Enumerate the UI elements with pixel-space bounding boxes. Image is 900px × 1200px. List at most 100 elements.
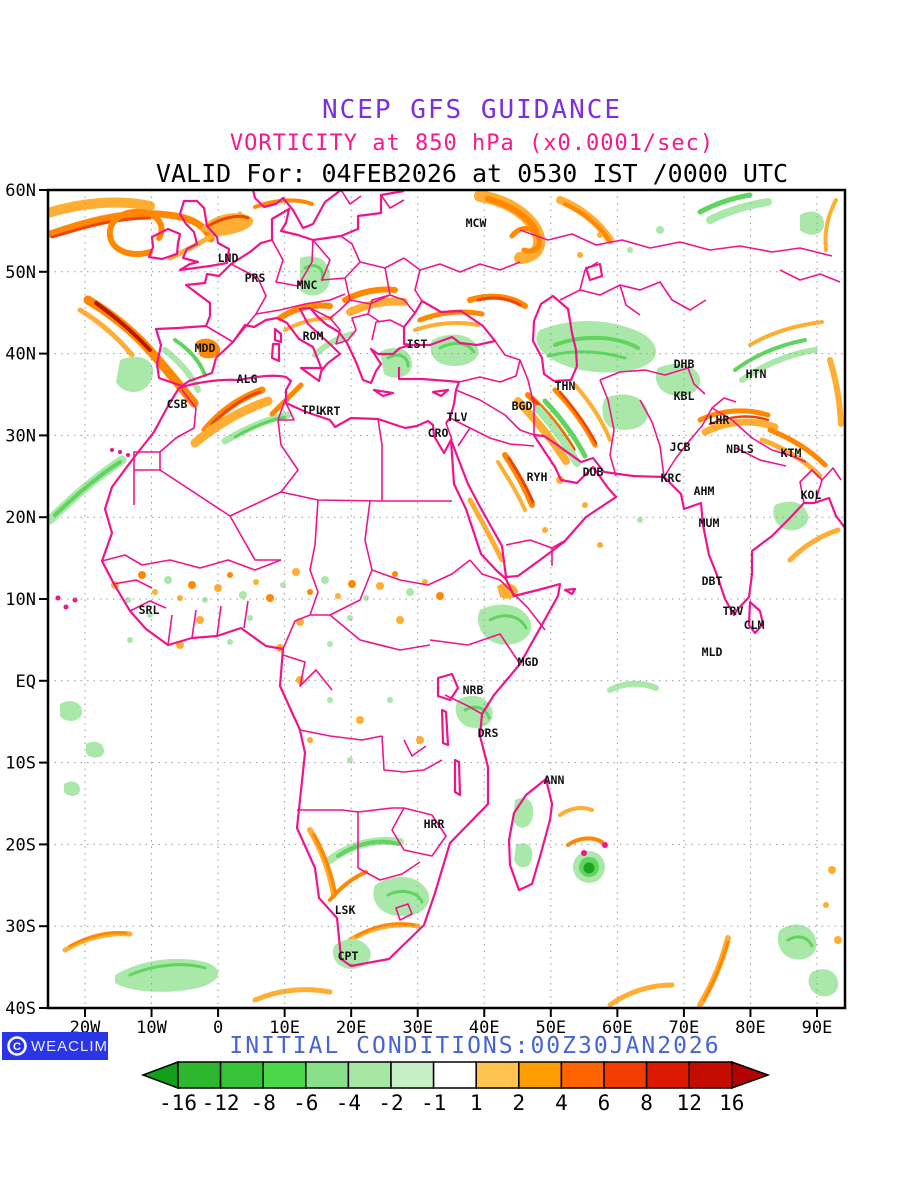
colorbar-segment — [262, 1061, 307, 1089]
vorticity-speck — [583, 862, 595, 874]
station-label: MLD — [702, 645, 723, 659]
vorticity-streak — [496, 460, 527, 512]
y-tick-label: 30S — [5, 917, 36, 937]
colorbar-segment — [305, 1061, 350, 1089]
country-border — [799, 469, 823, 504]
vorticity-streak — [50, 216, 152, 239]
vorticity-streak — [252, 987, 333, 1003]
colorbar-legend: -16 -12 -8 -6 -4 -2 -1 1 2 4 6 8 12 16 — [140, 1060, 771, 1115]
vorticity-streak — [607, 680, 659, 693]
vorticity-streak — [328, 870, 368, 902]
vorticity-speck — [436, 592, 444, 600]
coastline — [507, 777, 554, 892]
coastline — [440, 708, 450, 747]
country-border — [380, 194, 405, 209]
country-border — [371, 559, 471, 586]
country-border — [403, 739, 427, 757]
coastline — [100, 374, 562, 968]
vorticity-speck — [577, 252, 583, 258]
country-border — [445, 422, 453, 441]
station-label: KRT — [320, 404, 341, 418]
country-border — [663, 397, 737, 478]
station-label: KRC — [661, 471, 682, 485]
vorticity-streak — [94, 301, 152, 352]
country-border — [639, 399, 665, 478]
coastline — [154, 190, 405, 388]
country-borders-layer — [101, 190, 842, 921]
station-label: HRR — [424, 817, 445, 831]
vorticity-speck — [356, 716, 364, 724]
vorticity-streak — [485, 196, 539, 233]
country-border — [113, 579, 153, 589]
colorbar-value-label: 1 — [470, 1091, 483, 1115]
colorbar-segment — [347, 1061, 392, 1089]
vorticity-streak — [346, 297, 408, 316]
vorticity-streak — [800, 211, 824, 235]
vorticity-streak — [502, 452, 535, 508]
country-border — [310, 569, 373, 616]
colorbar-segment — [390, 1061, 435, 1089]
coastline — [397, 367, 461, 424]
station-label: LHR — [709, 413, 730, 427]
y-tick-label: 20S — [5, 835, 36, 855]
vorticity-streak — [463, 705, 491, 720]
x-tick-label: 30E — [402, 1018, 433, 1038]
vorticity-streak — [312, 833, 337, 894]
vorticity-streak — [546, 350, 627, 360]
vorticity-speck — [321, 576, 329, 584]
vorticity-streak — [786, 935, 814, 948]
country-border — [297, 809, 359, 813]
colorbar-value-label: 8 — [640, 1091, 653, 1115]
colorbar-value-label: 2 — [512, 1091, 525, 1115]
country-border — [519, 359, 535, 435]
vorticity-streak — [233, 415, 287, 439]
station-label: KTM — [781, 446, 802, 460]
country-border — [735, 447, 787, 467]
vorticity-streak — [386, 353, 410, 368]
vorticity-speck — [396, 616, 404, 624]
vorticity-streak — [823, 198, 838, 252]
colorbar-value-label: -8 — [251, 1091, 276, 1115]
x-tick-label: 10W — [136, 1018, 167, 1038]
coastline — [453, 758, 462, 797]
vorticity-streak — [269, 382, 304, 417]
country-border — [619, 284, 641, 316]
country-border — [391, 807, 447, 857]
y-tick-label: 30N — [5, 426, 36, 446]
vorticity-streak — [196, 338, 221, 359]
coastline — [299, 366, 324, 383]
vorticity-streak — [488, 614, 528, 630]
x-tick-label: 50E — [535, 1018, 566, 1038]
colorbar-value-label: 12 — [677, 1091, 702, 1115]
vorticity-streak — [200, 213, 254, 236]
vorticity-speck — [138, 571, 146, 579]
vorticity-streak — [507, 456, 535, 504]
vorticity-streak — [277, 302, 333, 321]
station-label: KBL — [674, 389, 695, 403]
colorbar-value-label: -16 — [159, 1091, 197, 1115]
country-border — [429, 633, 521, 665]
vorticity-streak — [48, 210, 215, 243]
station-label: CPT — [338, 949, 359, 963]
country-border — [309, 307, 381, 345]
vorticity-speck — [110, 448, 114, 452]
vorticity-speck — [416, 736, 424, 744]
vorticity-speck — [307, 737, 313, 743]
country-border — [599, 367, 706, 395]
colorbar-value-label: 4 — [555, 1091, 568, 1115]
country-border — [271, 239, 314, 287]
station-label: IST — [407, 337, 428, 351]
vorticity-speck — [63, 604, 69, 610]
station-label: SRL — [139, 603, 160, 617]
vorticity-speck — [227, 639, 233, 645]
vorticity-streak — [708, 415, 770, 426]
coastline — [431, 388, 450, 398]
vorticity-streak — [115, 958, 219, 992]
colorbar-segment — [645, 1061, 690, 1089]
coastline — [147, 227, 182, 261]
vorticity-streak — [283, 316, 334, 332]
y-tick-label: 40N — [5, 345, 36, 365]
vorticity-speck — [335, 593, 341, 599]
vorticity-streak — [413, 320, 480, 332]
